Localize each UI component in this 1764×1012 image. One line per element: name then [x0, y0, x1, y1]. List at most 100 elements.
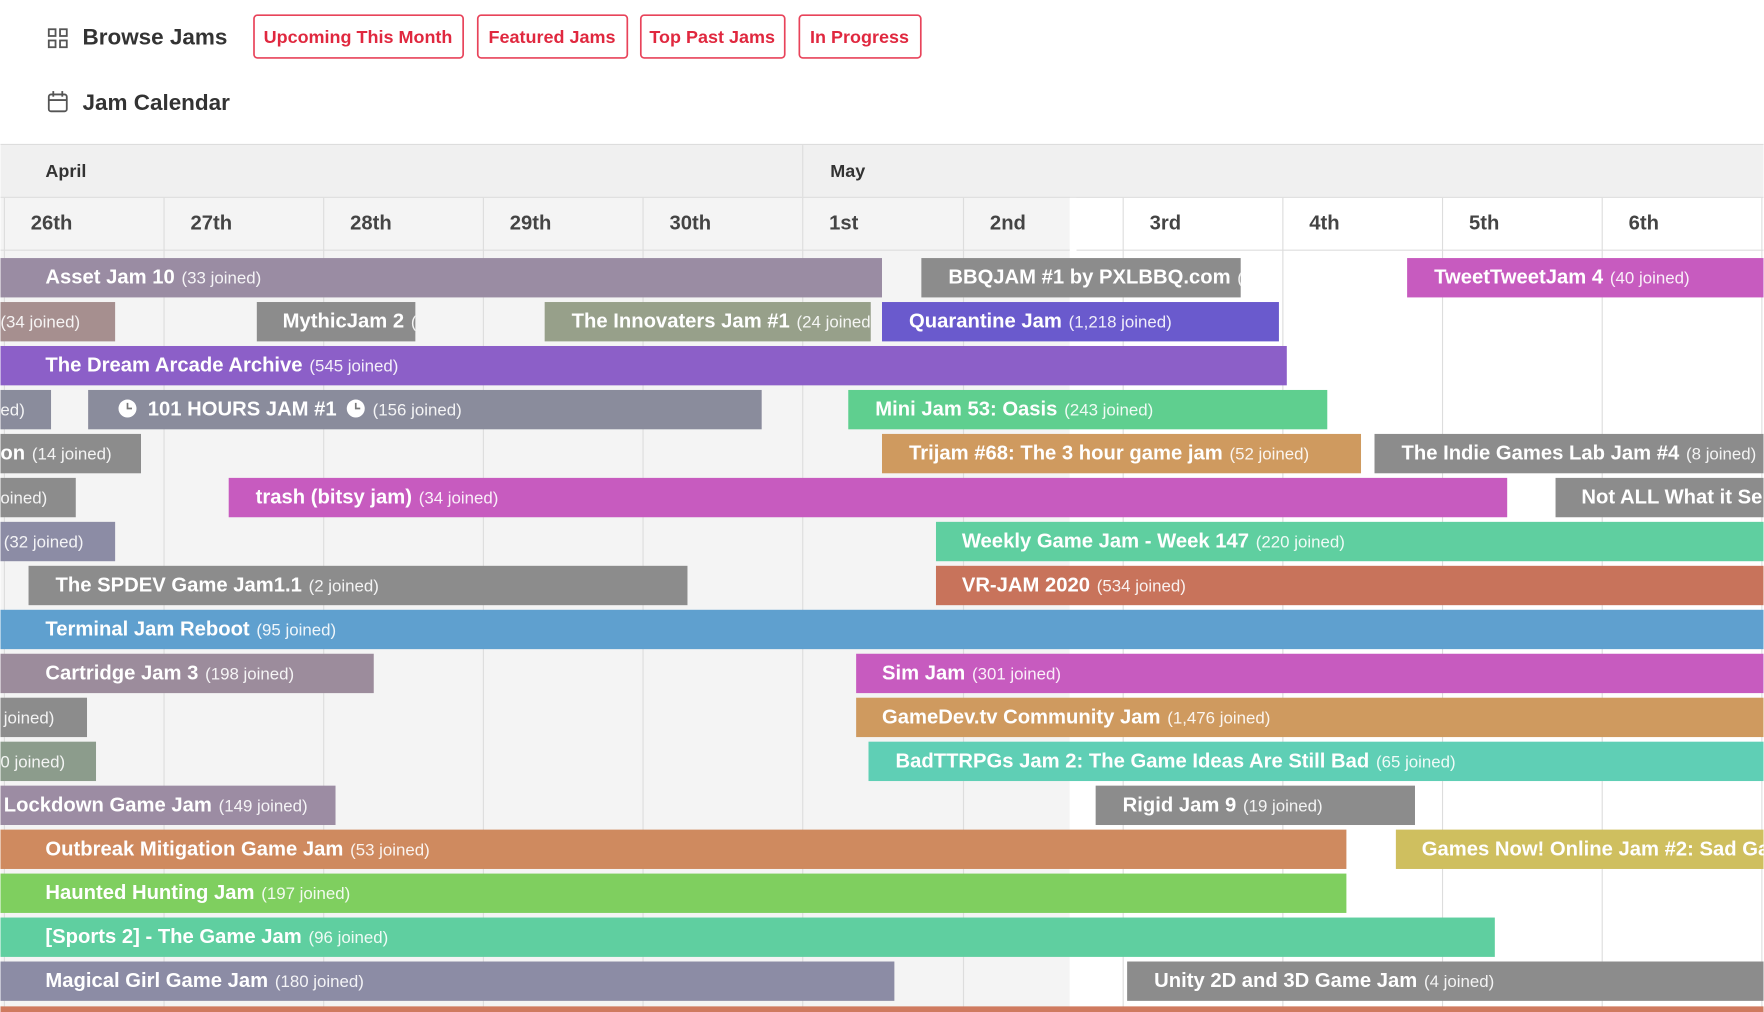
jam-label[interactable]: Not ALL What it Se: [1581, 487, 1762, 509]
jam-bar[interactable]: Sim Jam (301 joined): [856, 653, 1764, 694]
jam-bar[interactable]: (34 joined): [0, 302, 116, 342]
bar[interactable]: [1407, 258, 1764, 298]
bar[interactable]: [0, 521, 116, 562]
bar[interactable]: [0, 477, 76, 518]
jam-bar[interactable]: trash (bitsy jam) (34 joined): [228, 477, 1508, 518]
nav-button[interactable]: [798, 14, 922, 59]
bar[interactable]: [856, 653, 1764, 694]
jam-bar[interactable]: ed): [0, 389, 52, 430]
jam-bar[interactable]: Terminal Jam Reboot (95 joined): [0, 609, 1764, 650]
jam-bar[interactable]: Not ALL What it Se: [1555, 477, 1764, 518]
jam-bar[interactable]: Asset Jam 10 (33 joined): [0, 258, 883, 298]
nav-button-label[interactable]: Upcoming This Month: [264, 27, 453, 47]
jam-bar[interactable]: 101 HOURS JAM #1 (156 joined): [88, 389, 762, 430]
jam-bar[interactable]: Mini Jam 53: Oasis (243 joined): [848, 389, 1328, 430]
bar[interactable]: [848, 389, 1328, 430]
jam-bar[interactable]: Magical Girl Game Jam (180 joined): [0, 961, 895, 1001]
jam-bar[interactable]: Unity 2D and 3D Game Jam (4 joined): [1127, 961, 1764, 1001]
jam-bar[interactable]: Quarantine Jam (1,218 joined): [882, 302, 1279, 342]
bar[interactable]: [0, 785, 336, 826]
bar[interactable]: [0, 917, 1495, 957]
jam-bar[interactable]: GameDev.tv Community Jam (1,476 joined): [856, 697, 1764, 738]
jam-bar[interactable]: 0 joined): [0, 741, 97, 782]
jam-bar[interactable]: The Innovaters Jam #1 (24 joined: [544, 302, 871, 342]
jam-label[interactable]: Cartridge Jam 3 (198 joined): [45, 662, 294, 684]
jam-label[interactable]: TweetTweetJam 4 (40 joined): [1434, 267, 1689, 289]
jam-label[interactable]: Haunted Hunting Jam (197 joined): [45, 882, 350, 904]
bar[interactable]: [921, 258, 1241, 298]
jam-label[interactable]: Games Now! Online Jam #2: Sad Gar: [1422, 838, 1764, 860]
jam-bar[interactable]: The SPDEV Game Jam1.1 (2 joined): [28, 565, 688, 606]
jam-label[interactable]: The Dream Arcade Archive (545 joined): [45, 355, 398, 377]
jam-label[interactable]: Magical Girl Game Jam (180 joined): [45, 970, 363, 992]
jam-label[interactable]: 0 joined): [0, 752, 65, 771]
jam-bar[interactable]: oined): [0, 477, 76, 518]
jam-label[interactable]: on (14 joined): [0, 443, 111, 465]
jam-bar[interactable]: [Sports 2] - The Game Jam (96 joined): [0, 917, 1495, 957]
jam-label[interactable]: Unity 2D and 3D Game Jam (4 joined): [1154, 970, 1494, 992]
bar[interactable]: [1127, 961, 1764, 1001]
bar[interactable]: [544, 302, 871, 342]
bar[interactable]: [868, 741, 1764, 782]
nav-button[interactable]: [253, 14, 464, 59]
jam-bar[interactable]: (32 joined): [0, 521, 116, 562]
jam-label[interactable]: Weekly Game Jam - Week 147 (220 joined): [962, 531, 1345, 553]
browse-jams[interactable]: Browse Jams: [83, 25, 228, 50]
bar[interactable]: [1095, 785, 1415, 826]
bar[interactable]: [0, 653, 374, 694]
jam-bar[interactable]: Trijam #68: The 3 hour game jam (52 joine…: [882, 433, 1362, 474]
jam-label[interactable]: Mini Jam 53: Oasis (243 joined): [875, 399, 1153, 421]
jam-label[interactable]: Terminal Jam Reboot (95 joined): [45, 618, 336, 640]
jam-bar[interactable]: The Indie Games Lab Jam #4 (8 joined): [1374, 433, 1764, 474]
bar[interactable]: [935, 521, 1764, 562]
bar[interactable]: [88, 389, 762, 430]
bar[interactable]: [0, 873, 1347, 913]
jam-label[interactable]: Asset Jam 10 (33 joined): [45, 267, 261, 289]
jam-bar[interactable]: joined): [0, 697, 88, 738]
jam-bar[interactable]: BBQJAM #1 by PXLBBQ.com (: [921, 258, 1243, 298]
jam-bar[interactable]: TweetTweetJam 4 (40 joined): [1407, 258, 1764, 298]
jam-label[interactable]: 101 HOURS JAM #1 (156 joined): [148, 399, 462, 421]
nav-button[interactable]: [639, 14, 786, 59]
bar[interactable]: [0, 961, 895, 1001]
bar[interactable]: [0, 345, 1287, 386]
jam-label[interactable]: The Indie Games Lab Jam #4 (8 joined): [1401, 443, 1756, 465]
jam-label[interactable]: GameDev.tv Community Jam (1,476 joined): [882, 706, 1270, 728]
jam-bar[interactable]: Games Now! Online Jam #2: Sad Gar: [1395, 829, 1764, 869]
jam-bar[interactable]: VR-JAM 2020 (534 joined): [935, 565, 1764, 606]
bar[interactable]: [0, 829, 1347, 869]
bar[interactable]: [0, 609, 1764, 650]
jam-label[interactable]: MythicJam 2 (: [283, 311, 417, 333]
bar[interactable]: [1555, 477, 1764, 518]
jam-bar[interactable]: on (14 joined): [0, 433, 141, 474]
bar[interactable]: [882, 433, 1362, 474]
bar[interactable]: [0, 433, 141, 474]
jam-label[interactable]: BadTTRPGs Jam 2: The Game Ideas Are Stil…: [895, 750, 1455, 772]
bar[interactable]: [935, 565, 1764, 606]
jam-label[interactable]: (34 joined): [0, 312, 80, 331]
jam-label[interactable]: oined): [0, 488, 47, 507]
jam-label[interactable]: Lockdown Game Jam (149 joined): [4, 794, 308, 816]
bar[interactable]: [0, 741, 97, 782]
jam-label[interactable]: joined): [3, 708, 55, 727]
jam-label[interactable]: Rigid Jam 9 (19 joined): [1123, 794, 1323, 816]
jam-label[interactable]: trash (bitsy jam) (34 joined): [256, 487, 499, 509]
jam-label[interactable]: Sim Jam (301 joined): [882, 662, 1061, 684]
jam-label[interactable]: The Innovaters Jam #1 (24 joined: [572, 311, 871, 333]
jam-label[interactable]: [Sports 2] - The Game Jam (96 joined): [45, 926, 388, 948]
nav-button[interactable]: [476, 14, 629, 59]
bar[interactable]: [256, 302, 416, 342]
jam-label[interactable]: The SPDEV Game Jam1.1 (2 joined): [56, 574, 379, 596]
jam-bar[interactable]: MythicJam 2 (: [256, 302, 417, 342]
bar[interactable]: [882, 302, 1279, 342]
jam-label[interactable]: Quarantine Jam (1,218 joined): [909, 311, 1172, 333]
jam-label[interactable]: ed): [0, 400, 24, 419]
bar[interactable]: [0, 389, 52, 430]
jam-bar[interactable]: Haunted Hunting Jam (197 joined): [0, 873, 1347, 913]
bar[interactable]: [1395, 829, 1764, 869]
bar[interactable]: [0, 697, 88, 738]
jam-bar[interactable]: The Dream Arcade Archive (545 joined): [0, 345, 1287, 386]
jam-bar[interactable]: Rigid Jam 9 (19 joined): [1095, 785, 1415, 826]
nav-button-label[interactable]: Featured Jams: [488, 27, 615, 47]
bar[interactable]: [28, 565, 688, 606]
